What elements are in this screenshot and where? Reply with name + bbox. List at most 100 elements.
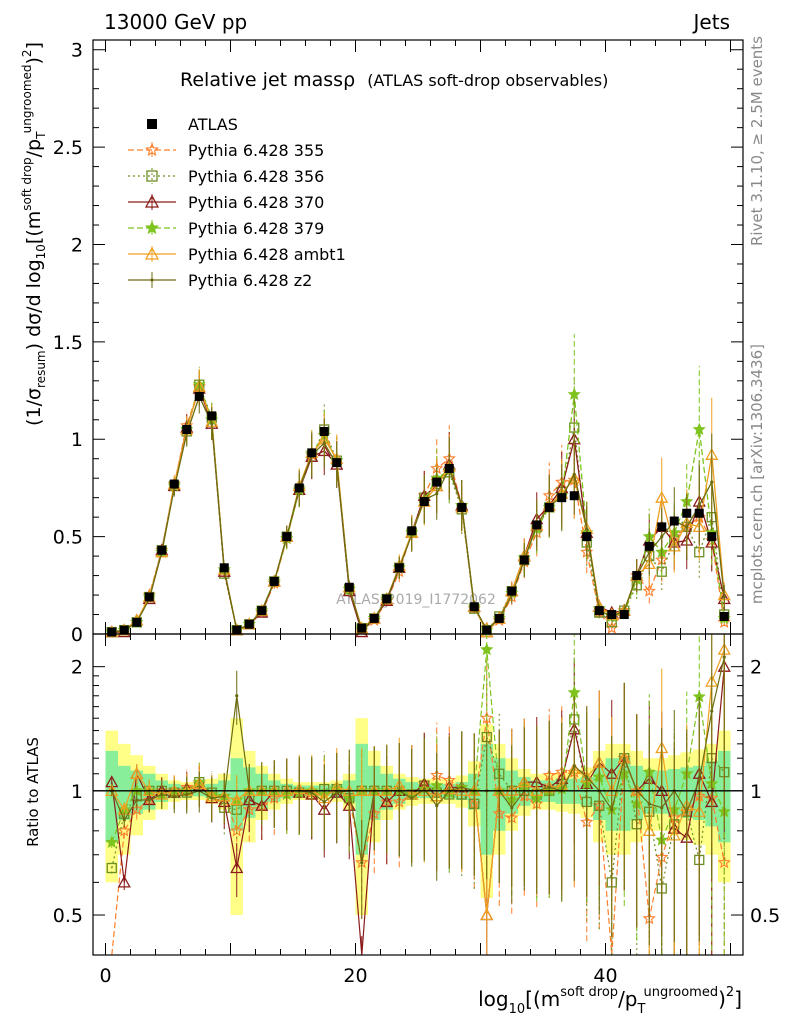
- main-panel: 0 0.5 1 1.5 2 2.5 3: [53, 39, 744, 646]
- main-series-marker: [210, 422, 214, 426]
- legend: ATLAS Pythia 6.428 355 Pythia 6.428 356 Pyt…: [128, 115, 346, 290]
- main-ylabel-sub3: T: [34, 131, 48, 140]
- ratio-ytick-label: 1: [71, 781, 83, 803]
- main-ytick-label: 3: [71, 40, 83, 62]
- legend-marker: [146, 170, 158, 182]
- main-series-marker: [435, 492, 439, 496]
- main-ytick-label: 2: [71, 234, 83, 256]
- ratio-series-marker: [660, 806, 664, 810]
- main-series-marker: [685, 525, 689, 529]
- ratio-series-marker: [130, 766, 144, 779]
- ratio-series-line: [111, 656, 725, 863]
- main-series-marker: [585, 527, 589, 531]
- main-ytick-label: 0: [71, 624, 83, 646]
- ratio-series-marker: [230, 861, 244, 874]
- ratio-series-marker: [710, 709, 714, 713]
- ratio-series-marker: [122, 818, 126, 822]
- ratio-xtick-label: 0: [99, 965, 111, 987]
- atlas-data-point: [407, 526, 417, 536]
- legend-label: ATLAS: [188, 115, 238, 134]
- atlas-data-point: [294, 483, 304, 493]
- atlas-data-point: [357, 623, 367, 633]
- atlas-data-point: [532, 520, 542, 530]
- atlas-data-point: [557, 493, 567, 503]
- ratio-series-marker: [460, 785, 464, 789]
- atlas-data-point: [482, 625, 492, 635]
- ratio-series-marker: [105, 835, 119, 848]
- main-series-marker: [697, 503, 701, 508]
- ratio-series-marker: [480, 711, 494, 724]
- ratio-series-marker: [510, 806, 514, 810]
- xlabel-end: ): [718, 987, 726, 1011]
- main-series-marker: [655, 490, 669, 503]
- legend-label: Pythia 6.428 ambt1: [188, 245, 346, 264]
- main-series-marker: [647, 550, 651, 554]
- atlas-data-point: [694, 508, 704, 518]
- atlas-data-point: [707, 532, 717, 542]
- atlas-data-point: [369, 613, 379, 623]
- xlabel-pre: log: [478, 987, 509, 1011]
- ratio-series-marker: [572, 764, 576, 768]
- legend-entry: Pythia 6.428 355: [128, 141, 324, 160]
- main-ylabel-sup2: ungroomed: [20, 64, 34, 133]
- atlas-data-point: [507, 586, 517, 596]
- main-series-atlas: [107, 391, 729, 637]
- atlas-data-point: [569, 491, 579, 501]
- legend-label: Pythia 6.428 356: [188, 167, 324, 186]
- plot-title: Relative jet massρ (ATLAS soft-drop obse…: [180, 69, 608, 91]
- xlabel-sup2: ungroomed: [643, 985, 718, 1000]
- atlas-data-point: [657, 522, 667, 532]
- main-series-marker: [660, 535, 664, 539]
- legend-entry: Pythia 6.428 ambt1: [128, 245, 346, 264]
- main-series-marker: [722, 595, 726, 599]
- ratio-ytick-label-right: 2: [750, 657, 762, 679]
- main-ylabel: (1/σresum) dσ/d log10[(msoft drop/pTungr…: [20, 42, 48, 426]
- ratio-series-marker: [117, 823, 131, 837]
- main-series-marker: [705, 535, 719, 548]
- atlas-data-point: [469, 602, 479, 612]
- ratio-series-line: [111, 649, 725, 916]
- legend-marker: [144, 220, 160, 235]
- xlabel-sub2: T: [637, 1002, 646, 1017]
- ratio-series-marker: [717, 855, 731, 869]
- ratio-series-marker: [147, 798, 151, 802]
- atlas-data-point: [519, 555, 529, 565]
- atlas-data-point: [594, 606, 604, 616]
- main-series-marker: [322, 441, 326, 445]
- xlabel-slash: /p: [618, 987, 637, 1011]
- main-ylabel-sub1: resum: [34, 350, 48, 388]
- ratio-series-marker: [222, 794, 226, 798]
- xlabel: log10[(msoft drop/pTungroomed)2]: [478, 985, 742, 1017]
- xlabel-br: [(m: [525, 987, 560, 1011]
- ratio-series-marker: [722, 655, 726, 659]
- atlas-data-point: [419, 497, 429, 507]
- ratio-series-marker: [235, 694, 239, 698]
- atlas-data-point: [144, 592, 154, 602]
- ratio-series-marker: [685, 810, 689, 814]
- xlabel-close: ]: [734, 987, 742, 1011]
- ratio-series-marker: [567, 685, 581, 699]
- ratio-series-5: [110, 634, 726, 955]
- main-ytick-label: 0.5: [53, 527, 83, 549]
- atlas-data-point: [644, 541, 654, 551]
- atlas-data-point: [582, 532, 592, 542]
- main-ylabel-end: ): [23, 57, 45, 64]
- ratio-series-marker: [610, 808, 614, 812]
- main-ylabel-mid: ) dσ/d log: [23, 259, 45, 350]
- atlas-data-point: [669, 516, 679, 526]
- atlas-data-point: [269, 576, 279, 586]
- legend-entry: Pythia 6.428 z2: [128, 271, 312, 290]
- ratio-band-inner: [118, 765, 131, 820]
- atlas-data-point: [257, 606, 267, 616]
- ratio-series-marker: [210, 796, 214, 800]
- xlabel-sup1: soft drop: [560, 985, 618, 1000]
- atlas-data-point: [219, 563, 229, 573]
- atlas-data-point: [182, 425, 192, 435]
- atlas-data-point: [607, 610, 617, 620]
- legend-entry: Pythia 6.428 356: [128, 167, 324, 186]
- ratio-series-line: [111, 649, 725, 843]
- main-series-marker: [710, 480, 714, 484]
- ratio-series-marker: [480, 908, 494, 921]
- ratio-series-marker: [310, 791, 314, 795]
